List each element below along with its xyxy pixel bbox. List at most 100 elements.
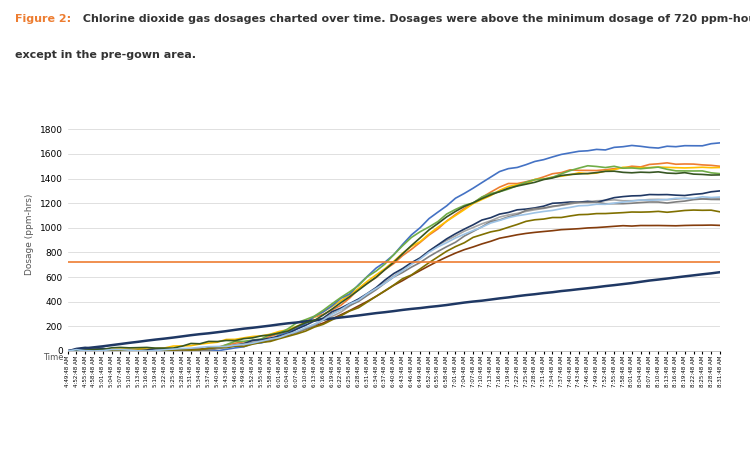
Sample 2 xyxy=(584,199,592,205)
Sample 6 xyxy=(116,348,125,354)
Sample 4 xyxy=(574,148,584,154)
Sample 12 xyxy=(574,203,584,208)
Sample 11 xyxy=(116,345,125,350)
Sample 3 xyxy=(601,168,610,174)
Sample 7 xyxy=(574,226,584,231)
Line: Sample 11: Sample 11 xyxy=(68,171,720,351)
Y-axis label: Dosage (ppm-hrs): Dosage (ppm-hrs) xyxy=(25,194,34,274)
Sample 4 xyxy=(584,148,592,153)
Sample 9 xyxy=(716,209,724,215)
Sample 6 xyxy=(63,348,72,354)
Sample 5 xyxy=(116,348,125,354)
Sample 5 xyxy=(556,171,566,176)
Sample 3 xyxy=(654,164,663,170)
Line: Sample 3: Sample 3 xyxy=(68,167,720,351)
Minimum xyxy=(716,260,724,265)
Sample 4 xyxy=(116,348,125,354)
Sample 8 xyxy=(584,200,592,205)
Sample 11 xyxy=(63,348,72,354)
Line: Sample 12: Sample 12 xyxy=(68,197,720,351)
Sample 2 xyxy=(116,348,125,354)
Sample 2 xyxy=(63,348,72,354)
Line: Sample 2: Sample 2 xyxy=(68,198,720,351)
Sample 6 xyxy=(556,200,566,206)
Sample 1 xyxy=(584,168,592,173)
Sample 8 xyxy=(716,197,724,202)
Sample 8 xyxy=(63,348,72,354)
Sample 11 xyxy=(716,172,724,178)
Sample 5 xyxy=(574,166,584,171)
Sample 7 xyxy=(706,222,716,228)
Sample 7 xyxy=(584,225,592,231)
Sample 2 xyxy=(601,198,610,203)
Sample 3 xyxy=(716,165,724,170)
Line: Sample 6: Sample 6 xyxy=(68,191,720,351)
Sample 8 xyxy=(645,199,654,205)
Sample 8 xyxy=(556,202,566,208)
Sample 4 xyxy=(716,140,724,145)
Text: except in the pre-gown area.: except in the pre-gown area. xyxy=(15,50,196,59)
Pre-Gown Area xyxy=(645,278,654,283)
Sample 9 xyxy=(574,212,584,217)
Sample 11 xyxy=(574,171,584,177)
Sample 11 xyxy=(654,169,663,175)
Sample 4 xyxy=(601,147,610,153)
Sample 1 xyxy=(116,348,125,354)
Pre-Gown Area xyxy=(601,284,610,289)
Sample 8 xyxy=(698,196,706,202)
Sample 3 xyxy=(645,165,654,170)
Sample 9 xyxy=(601,211,610,216)
Minimum xyxy=(645,260,654,265)
Minimum xyxy=(556,260,566,265)
Sample 8 xyxy=(601,201,610,207)
Pre-Gown Area xyxy=(63,348,72,354)
Sample 8 xyxy=(116,347,125,353)
Text: Time: Time xyxy=(43,353,63,362)
Sample 3 xyxy=(63,348,72,354)
Text: Figure 2:: Figure 2: xyxy=(15,14,71,23)
Sample 7 xyxy=(601,224,610,230)
Pre-Gown Area xyxy=(584,285,592,291)
Pre-Gown Area xyxy=(116,341,125,346)
Sample 7 xyxy=(716,223,724,228)
Sample 4 xyxy=(63,348,72,354)
Sample 9 xyxy=(116,348,125,354)
Sample 9 xyxy=(584,212,592,217)
Line: Sample 5: Sample 5 xyxy=(68,166,720,351)
Sample 12 xyxy=(584,203,592,208)
Sample 11 xyxy=(610,168,619,174)
Sample 12 xyxy=(63,348,72,354)
Sample 5 xyxy=(584,163,592,168)
Sample 6 xyxy=(716,188,724,194)
Sample 3 xyxy=(584,171,592,176)
Sample 5 xyxy=(63,348,72,354)
Line: Sample 1: Sample 1 xyxy=(68,163,720,351)
Sample 5 xyxy=(654,164,663,170)
Minimum xyxy=(116,260,125,265)
Sample 7 xyxy=(556,227,566,232)
Sample 12 xyxy=(556,206,566,211)
Text: Chlorine dioxide gas dosages charted over time. Dosages were above the minimum d: Chlorine dioxide gas dosages charted ove… xyxy=(79,14,750,23)
Sample 2 xyxy=(574,200,584,205)
Line: Sample 4: Sample 4 xyxy=(68,143,720,351)
Sample 6 xyxy=(584,198,592,204)
Sample 5 xyxy=(610,164,619,169)
Sample 12 xyxy=(698,194,706,199)
Sample 1 xyxy=(574,168,584,173)
Sample 2 xyxy=(680,195,689,201)
Minimum xyxy=(584,260,592,265)
Line: Pre-Gown Area: Pre-Gown Area xyxy=(68,272,720,351)
Sample 12 xyxy=(601,202,610,207)
Sample 12 xyxy=(645,198,654,203)
Line: Sample 9: Sample 9 xyxy=(68,210,720,351)
Sample 2 xyxy=(556,202,566,208)
Minimum xyxy=(601,260,610,265)
Sample 6 xyxy=(601,198,610,203)
Sample 9 xyxy=(689,207,698,213)
Sample 2 xyxy=(716,196,724,201)
Sample 7 xyxy=(645,223,654,228)
Sample 7 xyxy=(63,348,72,354)
Pre-Gown Area xyxy=(716,270,724,275)
Sample 12 xyxy=(116,347,125,352)
Sample 1 xyxy=(63,348,72,354)
